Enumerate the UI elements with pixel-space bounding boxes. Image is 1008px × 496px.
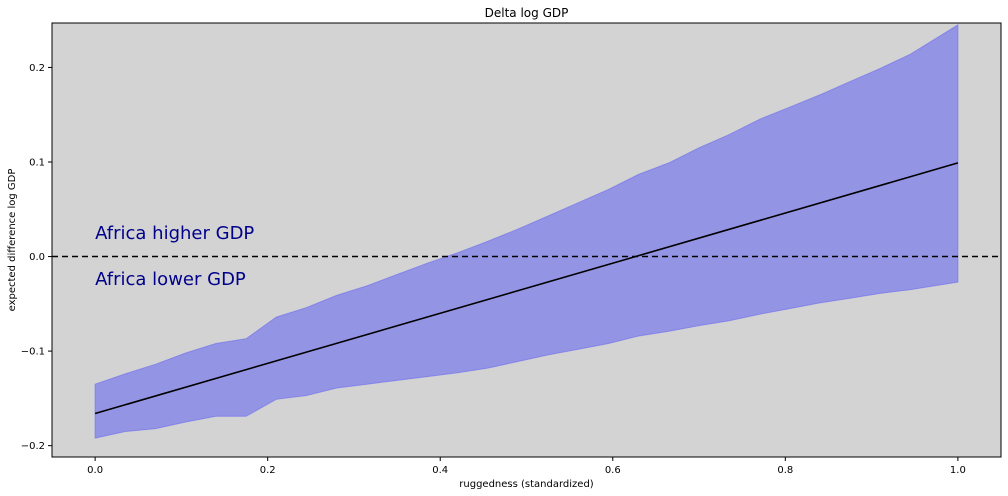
x-tick-label: 1.0 — [950, 465, 966, 476]
plot-frame — [51, 22, 1002, 458]
y-tick-label: −0.2 — [21, 441, 45, 452]
chart-title: Delta log GDP — [485, 6, 569, 20]
x-tick-label: 0.4 — [432, 465, 448, 476]
y-axis-label: expected difference log GDP — [7, 169, 18, 312]
x-tick-label: 0.8 — [777, 465, 793, 476]
y-tick-label: −0.1 — [21, 347, 45, 358]
x-tick-label: 0.6 — [605, 465, 621, 476]
mean-line — [94, 162, 959, 415]
confidence-band — [94, 24, 959, 439]
y-axis-ticks: −0.2 −0.1 0.0 0.1 0.2 — [21, 63, 52, 452]
y-tick-label: 0.2 — [29, 63, 45, 74]
x-axis-ticks: 0.0 0.2 0.4 0.6 0.8 1.0 — [87, 457, 966, 476]
confidence-band-layer — [94, 24, 959, 439]
annotation-africa-lower: Africa lower GDP — [95, 269, 246, 290]
y-tick-label: 0.0 — [29, 252, 45, 263]
annotation-africa-higher: Africa higher GDP — [95, 223, 254, 244]
annotation-layer: Africa higher GDP Africa lower GDP — [95, 223, 254, 290]
x-axis-label: ruggedness (standardized) — [459, 479, 594, 490]
y-tick-label: 0.1 — [29, 157, 45, 168]
x-tick-label: 0.0 — [87, 465, 103, 476]
mean-line-layer — [94, 162, 959, 415]
x-tick-label: 0.2 — [260, 465, 276, 476]
